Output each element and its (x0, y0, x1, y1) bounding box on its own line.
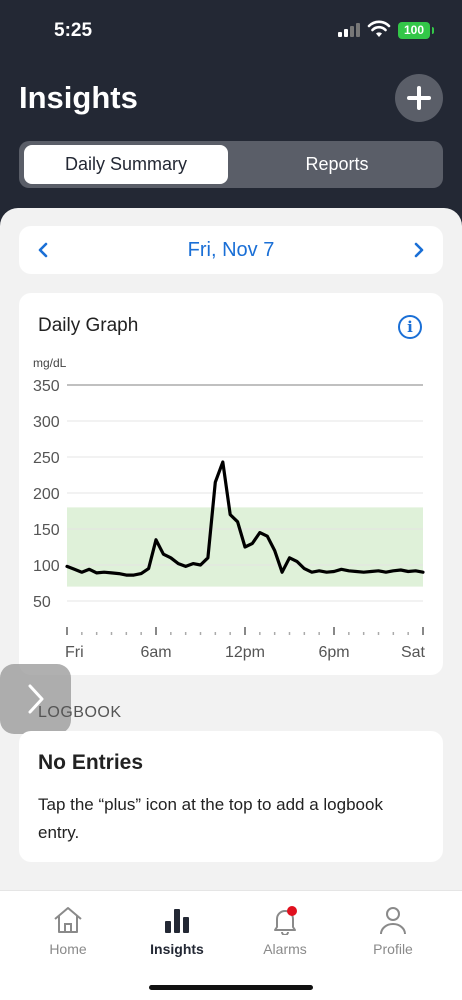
alarm-badge (287, 906, 297, 916)
y-axis-label: mg/dL (33, 356, 67, 370)
floating-expand-button[interactable] (0, 664, 71, 734)
logbook-section-label: LOGBOOK (38, 704, 122, 721)
add-entry-button[interactable] (395, 74, 443, 122)
x-tick-label: Fri (65, 644, 84, 661)
x-tick-label: Sat (401, 644, 426, 661)
y-tick-label: 350 (33, 378, 60, 395)
battery-indicator: 100 (398, 22, 434, 39)
x-tick-label: 6pm (318, 644, 349, 661)
home-indicator (149, 985, 313, 990)
logbook-empty-message: Tap the “plus” icon at the top to add a … (38, 795, 383, 842)
tab-home[interactable]: Home (23, 905, 113, 957)
glucose-line (65, 460, 425, 577)
y-tick-label: 300 (33, 414, 60, 431)
y-tick-label: 250 (33, 450, 60, 467)
status-time: 5:25 (54, 20, 93, 41)
chevron-left-icon (38, 242, 48, 258)
tab-insights[interactable]: Insights (132, 905, 222, 957)
home-icon (54, 907, 82, 933)
bottom-tab-bar: Home Insights Alarms Profile (0, 890, 462, 1000)
tab-alarms[interactable]: Alarms (240, 905, 330, 957)
insights-icon (165, 909, 189, 933)
segmented-control: Daily Summary Reports (19, 141, 443, 188)
wifi-icon (367, 20, 391, 37)
logbook-empty-heading: No Entries (38, 751, 144, 774)
previous-day-button[interactable] (29, 236, 57, 264)
y-tick-label: 50 (33, 594, 51, 611)
graph-title: Daily Graph (38, 315, 139, 336)
y-tick-label: 200 (33, 486, 60, 503)
x-tick-label: 6am (140, 644, 171, 661)
glucose-chart: mg/dL 350 300 250 200 150 100 50 Fri 6am 12pm 6pm Sa… (33, 356, 426, 661)
tab-daily-summary[interactable]: Daily Summary (24, 145, 228, 184)
header-area: 5:25 100 Insights Daily Summary Reports (0, 0, 462, 240)
page-title: Insights (19, 80, 138, 115)
tab-profile[interactable]: Profile (348, 905, 438, 957)
person-icon (380, 907, 406, 935)
tab-home-label: Home (49, 941, 87, 957)
tab-profile-label: Profile (373, 941, 413, 957)
signal-icon (338, 23, 360, 37)
next-day-button[interactable] (405, 236, 433, 264)
logbook-card: No Entries Tap the “plus” icon at the to… (19, 731, 443, 862)
y-tick-label: 150 (33, 522, 60, 539)
status-bar: 5:25 100 (0, 0, 462, 60)
bell-icon (274, 906, 297, 935)
tab-reports[interactable]: Reports (305, 154, 369, 174)
x-tick-label: 12pm (225, 644, 265, 661)
info-icon[interactable]: i (398, 315, 422, 339)
chevron-right-icon (414, 242, 424, 258)
tab-alarms-label: Alarms (263, 941, 307, 957)
tab-insights-label: Insights (150, 941, 204, 957)
daily-graph-card: mg/dL 350 300 250 200 150 100 50 Fri 6am 12pm 6pm Sa… (19, 293, 443, 675)
current-date: Fri, Nov 7 (187, 239, 275, 261)
date-navigator: Fri, Nov 7 (19, 226, 443, 274)
chevron-right-icon (28, 684, 44, 714)
y-tick-label: 100 (33, 558, 60, 575)
